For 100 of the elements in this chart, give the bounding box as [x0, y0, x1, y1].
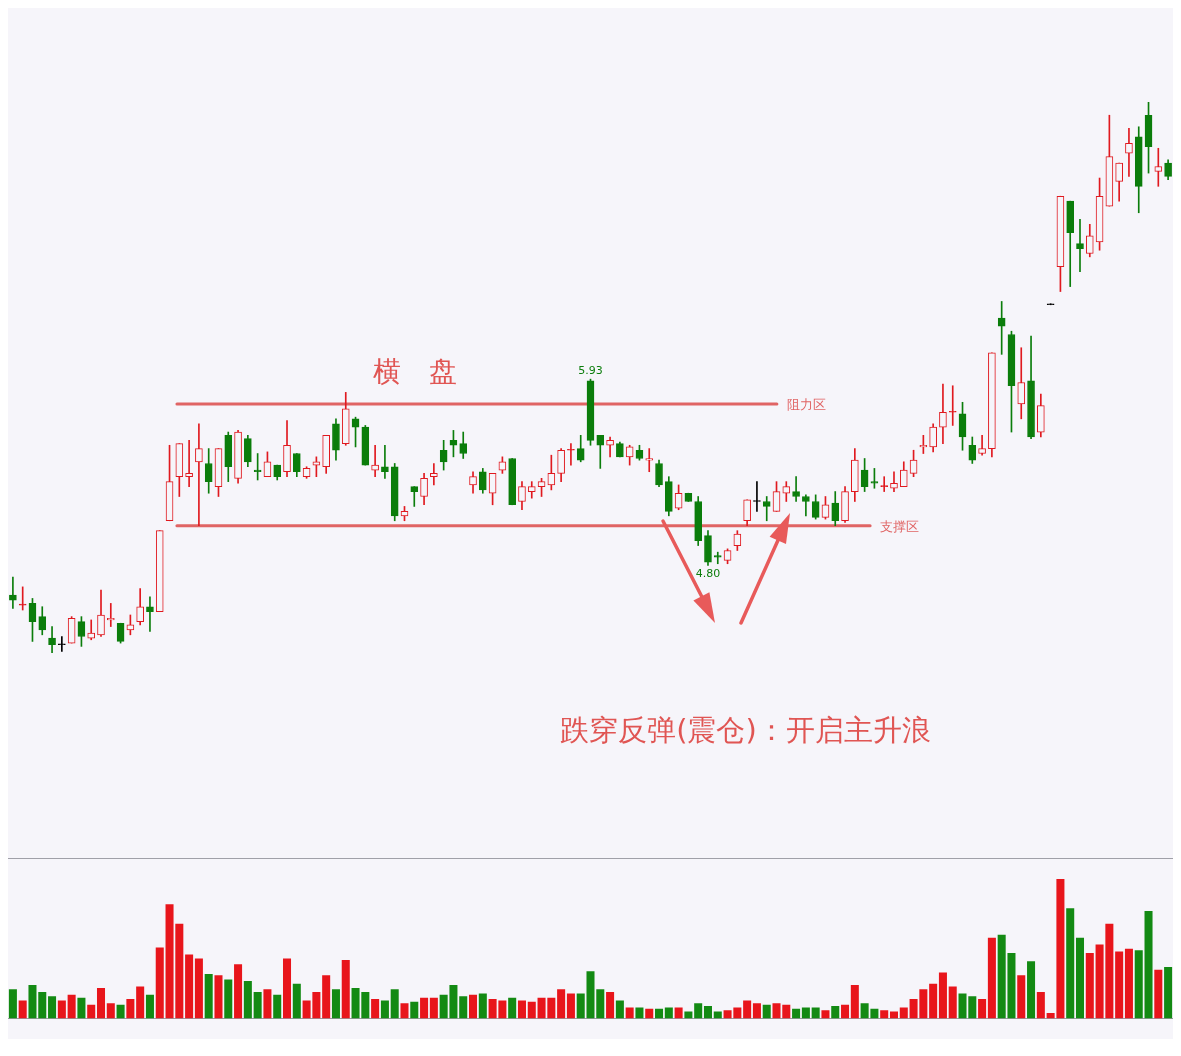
bar	[185, 954, 194, 1019]
candlestick	[792, 476, 800, 502]
candlestick	[146, 596, 154, 632]
bar	[899, 1007, 908, 1019]
bar	[390, 989, 399, 1019]
bar	[792, 1008, 801, 1019]
candlestick	[762, 496, 771, 522]
ref-line-label: 阻力区	[786, 397, 826, 413]
bar	[566, 993, 575, 1019]
bar	[674, 1007, 683, 1019]
candlestick	[18, 586, 27, 611]
bar	[253, 992, 262, 1019]
bar	[283, 958, 292, 1019]
candlestick	[713, 551, 722, 565]
candlestick	[371, 444, 379, 478]
candlestick	[195, 423, 203, 527]
candlestick	[1154, 147, 1163, 187]
bar	[292, 983, 301, 1019]
bar	[126, 999, 135, 1019]
bar	[1066, 908, 1075, 1019]
candlestick	[645, 448, 654, 473]
bar	[841, 1004, 850, 1019]
bar	[1075, 937, 1085, 1019]
candlestick	[939, 383, 947, 444]
bar	[18, 1000, 27, 1019]
bar	[831, 1006, 840, 1019]
bar	[655, 1008, 664, 1019]
bar	[1134, 950, 1143, 1019]
bar	[821, 1010, 830, 1019]
bar	[106, 1003, 115, 1019]
bar	[77, 997, 86, 1019]
bar	[880, 1010, 889, 1019]
bar	[1085, 952, 1094, 1019]
candlestick	[185, 439, 193, 487]
bar	[410, 1001, 419, 1019]
candlestick	[997, 301, 1006, 355]
bar	[508, 997, 517, 1019]
bar	[517, 1000, 526, 1019]
bar	[762, 1004, 771, 1019]
bar	[1017, 975, 1026, 1019]
bar	[1164, 966, 1173, 1019]
bar	[38, 992, 47, 1019]
bar	[8, 989, 17, 1019]
bar	[801, 1007, 810, 1019]
bar	[57, 1000, 66, 1019]
bar	[87, 1004, 96, 1019]
bar	[429, 997, 438, 1019]
annotation: 4.80	[695, 566, 721, 580]
bar	[811, 1007, 820, 1019]
bar	[96, 987, 106, 1019]
bar	[48, 996, 57, 1019]
bar	[1036, 992, 1045, 1019]
bar	[743, 1000, 752, 1019]
bar	[380, 1000, 389, 1019]
bar	[28, 985, 37, 1019]
bar	[850, 985, 859, 1019]
bar	[615, 1000, 624, 1019]
bar	[1027, 961, 1036, 1019]
annotation: 横 盘	[372, 354, 457, 388]
candlestick	[567, 443, 575, 466]
bar	[929, 983, 938, 1019]
bar	[978, 999, 987, 1019]
bar	[1115, 951, 1124, 1019]
bar	[557, 989, 566, 1019]
bar	[752, 1003, 761, 1019]
candlestick	[948, 385, 957, 426]
bar	[322, 975, 331, 1019]
candlestick	[1125, 128, 1133, 177]
bar	[224, 979, 233, 1019]
bar	[243, 980, 252, 1019]
bar	[703, 1006, 712, 1019]
bar	[263, 989, 272, 1019]
bar	[459, 996, 468, 1019]
annotation: 5.93	[578, 363, 603, 377]
bar	[400, 1003, 409, 1019]
bar	[371, 999, 380, 1019]
candlestick	[48, 626, 56, 653]
bar	[625, 1007, 634, 1019]
bar	[1124, 948, 1133, 1019]
bar	[635, 1007, 644, 1019]
bar	[606, 992, 615, 1019]
bar	[694, 1003, 703, 1019]
bar	[987, 937, 996, 1019]
bar	[341, 959, 350, 1019]
candlestick	[381, 444, 389, 479]
text: 跌穿反弹(震仓)：开启主升浪	[560, 713, 931, 748]
bar	[194, 958, 203, 1019]
bar	[204, 973, 213, 1019]
candlestick	[58, 636, 66, 652]
bar	[938, 972, 947, 1019]
bar	[1154, 969, 1163, 1019]
bar	[155, 947, 164, 1019]
bar	[469, 994, 478, 1019]
candlestick	[9, 576, 17, 609]
bar	[1144, 911, 1153, 1019]
bar	[478, 993, 487, 1019]
bar	[645, 1008, 654, 1019]
bar	[67, 994, 76, 1019]
bar	[136, 986, 145, 1019]
bar	[273, 994, 282, 1019]
